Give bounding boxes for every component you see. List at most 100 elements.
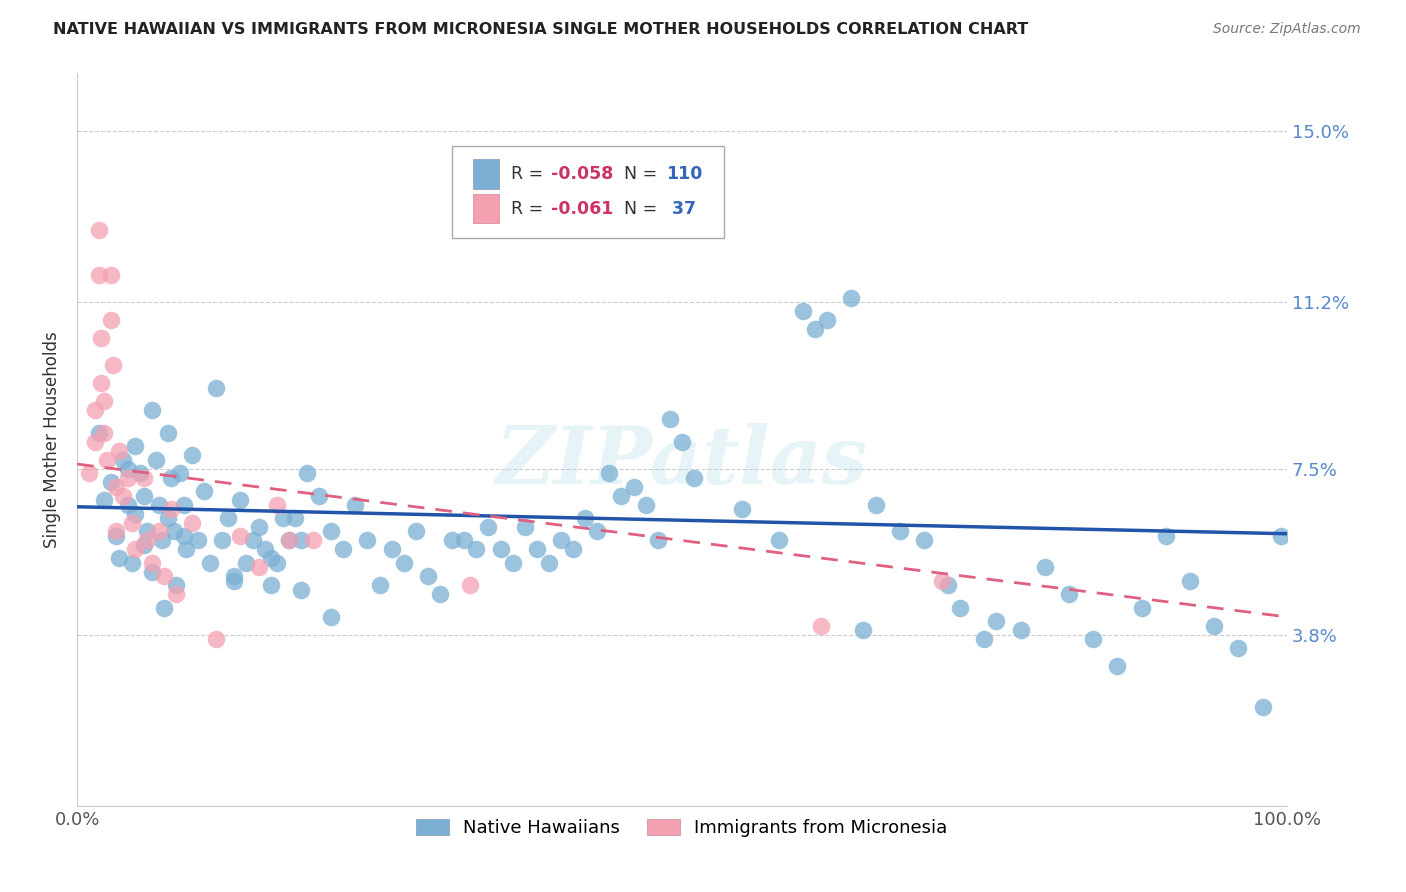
Point (912, 533, 935, 548)
Point (1251, 699, 1274, 714)
Point (683, 470, 706, 484)
Point (160, 470, 183, 484)
Point (148, 498, 170, 512)
Point (1270, 529, 1292, 543)
Point (100, 475, 122, 489)
Point (141, 565, 163, 579)
Point (121, 556, 143, 570)
Point (141, 556, 163, 570)
Point (136, 533, 159, 548)
Point (87, 425, 110, 440)
Point (129, 466, 152, 480)
Point (344, 498, 367, 512)
Point (574, 511, 596, 525)
Point (87, 223, 110, 237)
Point (405, 524, 427, 539)
Point (229, 493, 252, 508)
FancyBboxPatch shape (472, 194, 499, 223)
Text: NATIVE HAWAIIAN VS IMMIGRANTS FROM MICRONESIA SINGLE MOTHER HOUSEHOLDS CORRELATI: NATIVE HAWAIIAN VS IMMIGRANTS FROM MICRO… (53, 22, 1029, 37)
Point (810, 619, 832, 633)
Point (1227, 641, 1250, 656)
Point (416, 569, 439, 583)
Point (936, 578, 959, 592)
Point (108, 443, 131, 458)
Point (145, 452, 167, 467)
Point (141, 403, 163, 417)
Point (266, 498, 288, 512)
Point (84, 434, 107, 449)
Point (259, 551, 281, 566)
Point (598, 466, 620, 480)
Point (100, 268, 122, 283)
Point (526, 542, 548, 557)
Point (623, 479, 645, 493)
Point (429, 587, 451, 601)
Point (117, 498, 139, 512)
Point (117, 461, 139, 475)
Point (284, 511, 307, 525)
Point (104, 524, 127, 539)
Point (153, 601, 176, 615)
Text: -0.058: -0.058 (551, 165, 613, 183)
Point (103, 358, 125, 372)
Point (647, 533, 669, 548)
Point (108, 551, 131, 566)
Point (1107, 659, 1129, 673)
Point (889, 524, 911, 539)
Point (658, 412, 681, 426)
Point (321, 524, 343, 539)
Point (93, 493, 115, 508)
Point (132, 489, 155, 503)
Point (156, 425, 179, 440)
Point (586, 524, 609, 539)
Point (150, 533, 173, 548)
Point (112, 452, 135, 467)
Text: N =: N = (624, 165, 662, 183)
Point (259, 578, 281, 592)
Point (117, 470, 139, 484)
Point (453, 533, 475, 548)
Point (242, 533, 264, 548)
Point (87, 268, 110, 283)
Point (1083, 632, 1105, 647)
Point (187, 533, 209, 548)
Point (465, 542, 488, 557)
Point (93, 394, 115, 409)
Point (211, 533, 233, 548)
Point (295, 466, 318, 480)
Point (247, 560, 270, 574)
Point (949, 601, 972, 615)
Point (839, 291, 862, 305)
Point (852, 624, 875, 638)
Point (1204, 619, 1226, 633)
Point (224, 569, 246, 583)
Text: 37: 37 (666, 200, 696, 218)
Point (77, 466, 100, 480)
Legend: Native Hawaiians, Immigrants from Micronesia: Native Hawaiians, Immigrants from Micron… (409, 812, 955, 845)
Point (84, 403, 107, 417)
Point (121, 516, 143, 530)
Point (792, 304, 814, 318)
FancyBboxPatch shape (472, 160, 499, 189)
Point (104, 479, 127, 493)
Point (1154, 529, 1177, 543)
Point (986, 615, 1008, 629)
Point (169, 466, 191, 480)
Point (1010, 624, 1032, 638)
Point (205, 632, 228, 647)
Point (1130, 601, 1153, 615)
Point (562, 542, 585, 557)
Point (253, 542, 276, 557)
Point (513, 520, 536, 534)
Text: 110: 110 (666, 165, 703, 183)
Point (217, 511, 239, 525)
Point (132, 470, 155, 484)
Point (308, 489, 330, 503)
Point (865, 498, 887, 512)
Point (1033, 560, 1056, 574)
Point (181, 448, 204, 462)
Point (973, 632, 995, 647)
Point (804, 322, 827, 336)
Point (100, 313, 122, 327)
Point (356, 533, 378, 548)
